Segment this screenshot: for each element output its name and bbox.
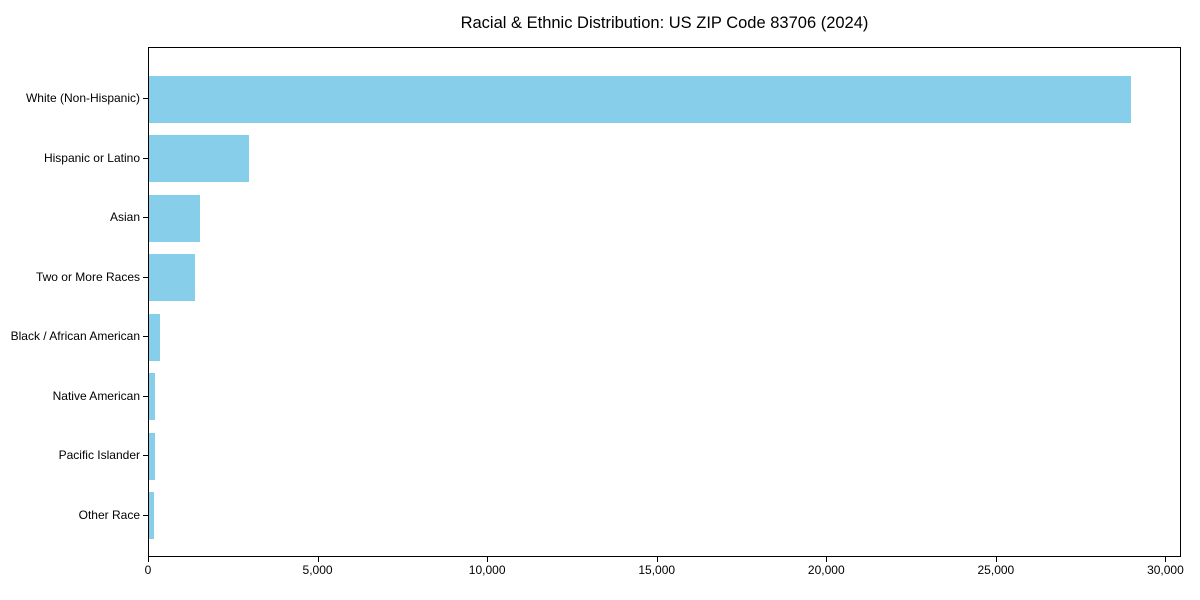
x-axis-tick [1165, 557, 1167, 562]
x-axis-tick [656, 557, 658, 562]
y-tick-label: Other Race [78, 507, 140, 522]
bar-asian [149, 194, 200, 242]
y-axis-tick [143, 98, 148, 99]
x-tick-label: 30,000 [1147, 563, 1184, 577]
x-tick-label: 25,000 [977, 563, 1015, 577]
bar-black-african-american [149, 313, 161, 361]
x-tick-label: 20,000 [807, 563, 845, 577]
y-axis-tick [143, 455, 148, 456]
x-tick-label: 5,000 [302, 563, 333, 577]
y-tick-label: Two or More Races [35, 269, 140, 284]
y-axis-tick [143, 395, 148, 397]
bar-two-or-more-races [149, 254, 195, 301]
y-axis-tick [143, 157, 148, 159]
y-tick-label: White (Non-Hispanic) [25, 91, 140, 105]
bar-other-race [149, 492, 154, 539]
bar-hispanic-or-latino [149, 135, 250, 182]
bar-native-american [149, 373, 155, 420]
y-axis-tick [143, 217, 148, 218]
x-tick-label: 15,000 [638, 563, 676, 577]
x-axis-tick [148, 557, 149, 562]
bar-pacific-islander [149, 432, 156, 480]
x-tick-label: 10,000 [468, 563, 506, 577]
y-axis-tick [143, 276, 148, 278]
y-tick-label: Native American [52, 388, 140, 403]
x-axis-tick [317, 557, 319, 562]
y-axis-tick [143, 514, 148, 516]
x-tick-label: 0 [144, 563, 152, 577]
x-axis-tick [826, 557, 828, 562]
y-tick-label: Asian [109, 210, 140, 224]
y-axis-tick [143, 336, 148, 337]
bar-white-non-hispanic [149, 75, 1131, 123]
plot-area [148, 47, 1181, 557]
y-tick-label: Black / African American [10, 329, 140, 343]
chart-title: Racial & Ethnic Distribution: US ZIP Cod… [460, 14, 869, 32]
x-axis-tick [487, 557, 489, 562]
x-axis-tick [995, 557, 997, 562]
y-tick-label: Hispanic or Latino [43, 150, 140, 165]
y-tick-label: Pacific Islander [58, 448, 140, 462]
